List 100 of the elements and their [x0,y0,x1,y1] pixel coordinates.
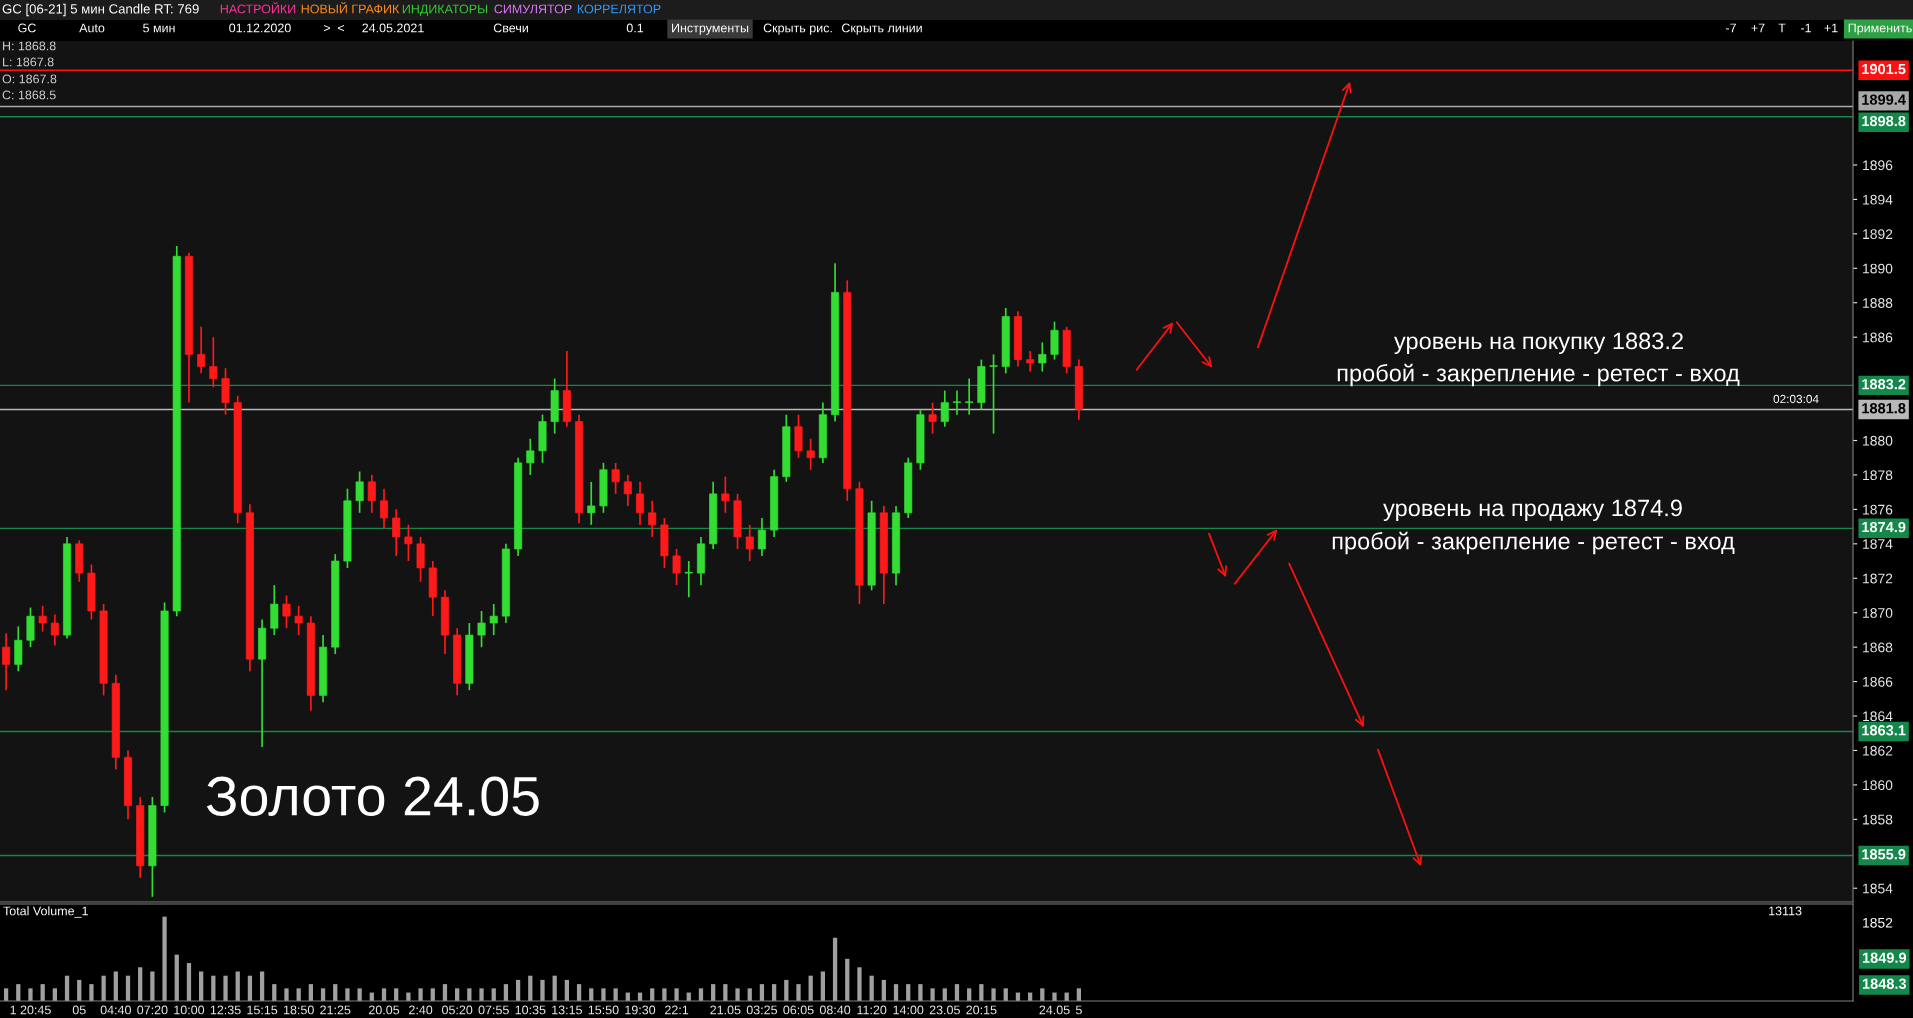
x-tick-label: 24.05 [1039,1005,1070,1015]
annotation: Total Volume_1 [3,906,88,918]
y-tick-label: 1862 [1863,745,1893,756]
bar [235,971,240,1001]
x-tick-label: 22:1 [665,1005,689,1015]
candlestick [477,610,486,648]
candlestick [392,508,401,557]
annotation: O: 1867.8 [2,74,57,84]
text: Auto [79,23,105,33]
annotation: 02:03:04 [1773,394,1819,404]
candlestick [38,604,47,633]
y-tick-label: 1878 [1863,470,1893,481]
candlestick [952,389,961,416]
candlestick [2,632,11,692]
candlestick [745,524,754,562]
x-tick-label: 10:35 [515,1005,546,1015]
candlestick [209,336,218,388]
ref-line-label: 1899.4 [1862,94,1906,105]
text: Скрыть рис. [763,23,832,35]
x-tick-label: 21.05 [710,1005,741,1015]
bar [930,988,935,1001]
text: Свечи [493,23,528,33]
bar [1052,992,1057,1001]
candlestick [672,548,681,586]
candlestick [355,470,364,514]
text: GC [18,23,36,33]
x-tick-label: 14:00 [893,1005,924,1015]
y-tick-label: 1892 [1863,229,1893,240]
text: НАСТРОЙКИ [220,1,296,14]
text: 1848.3 [1862,978,1907,989]
candlestick [721,475,730,514]
y-tick-label: 1854 [1863,883,1893,894]
x-tick-label: 11:20 [857,1005,887,1015]
x-tick-label: 12:35 [210,1005,241,1015]
bar [162,916,167,1001]
y-tick-label: 1880 [1863,435,1893,446]
x-tick-label: 10:00 [174,1005,205,1015]
y-tick-label: 1874 [1863,539,1893,549]
y-tick-label: 1864 [1863,711,1893,722]
x-tick-label: 18:50 [283,1005,314,1015]
text: < [337,24,345,32]
text: Скрыть линии [841,23,922,35]
candlestick [806,437,815,471]
x-tick-label: 05:20 [442,1005,473,1015]
bar [138,967,143,1001]
bar [918,984,923,1001]
bar [174,954,179,1001]
annotation: уровень на покупку 1883.2 [1394,332,1683,354]
text: > [323,24,331,32]
candlestick [197,326,206,375]
y-tick-label: 1860 [1863,780,1893,791]
x-tick-label: 1 20:45 [10,1005,51,1015]
x-tick-label: 19:30 [625,1005,656,1015]
x-tick-label: 23.05 [929,1005,960,1015]
y-tick-label: 1890 [1863,263,1893,274]
bar [832,937,838,1001]
x-tick-label: 20.05 [369,1005,400,1015]
candlestick [648,499,657,538]
x-tick-label: 15:50 [588,1005,619,1015]
y-tick-label: 1894 [1863,194,1893,205]
y-tick-label: 1870 [1863,608,1893,618]
x-tick-label: 5 [1075,1005,1082,1015]
candlestick [684,560,693,599]
text: КОРРЕЛЯТОР [577,4,661,14]
text: 1849.9 [1862,952,1907,963]
bar [113,971,118,1001]
candlestick [380,487,389,530]
bar [820,971,826,1001]
x-tick-label: 03:25 [746,1005,778,1015]
candlestick [623,474,632,507]
x-tick-label: 2:40 [409,1005,433,1015]
candlestick [294,604,303,636]
candlestick [404,524,413,562]
x-tick-label: 21:25 [320,1005,351,1015]
bar [991,988,996,1001]
bar [199,971,204,1001]
ref-line-label: 1881.8 [1862,403,1906,414]
annotation: пробой - закрепление - ретест - вход [1332,531,1735,555]
bar [479,988,484,1001]
candlestick [965,377,974,416]
bar [284,988,289,1001]
candlestick [940,389,949,428]
bar [674,988,679,1001]
text: 24.05.2021 [362,23,424,33]
text: 0.1 [626,23,644,33]
candlestick [928,401,937,435]
y-tick-label: 1886 [1863,332,1893,343]
annotation: C: 1868.5 [2,90,56,100]
bar [418,988,423,1001]
x-tick-label: 07:20 [137,1005,168,1015]
bar [845,958,850,1001]
text: 01.12.2020 [229,23,291,33]
annotation: H: 1868.8 [3,41,56,51]
bar [345,988,350,1001]
text: -1 [1801,23,1811,33]
candlestick [489,603,498,636]
candlestick [611,462,620,495]
candlestick [636,480,645,526]
y-tick-label: 1858 [1863,814,1893,825]
bar [857,967,862,1001]
